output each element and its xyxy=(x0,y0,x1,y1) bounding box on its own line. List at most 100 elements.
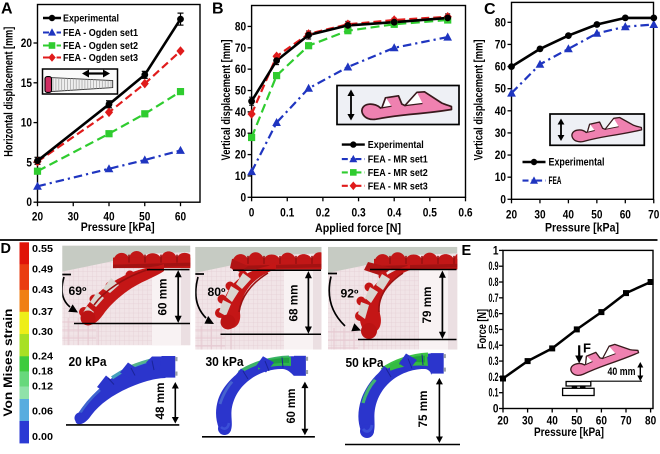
svg-text:40: 40 xyxy=(547,413,558,427)
svg-text:20: 20 xyxy=(32,210,43,224)
svg-text:40 mm: 40 mm xyxy=(608,366,636,378)
svg-text:60: 60 xyxy=(175,210,186,224)
svg-text:80: 80 xyxy=(235,19,246,33)
svg-text:10: 10 xyxy=(235,169,246,183)
svg-text:A: A xyxy=(1,1,13,18)
svg-text:50: 50 xyxy=(495,82,506,96)
svg-text:0: 0 xyxy=(26,195,32,209)
svg-text:70: 70 xyxy=(648,208,659,222)
svg-text:30: 30 xyxy=(235,126,246,140)
svg-text:70: 70 xyxy=(620,413,631,427)
svg-text:60: 60 xyxy=(495,60,506,74)
svg-text:0: 0 xyxy=(493,402,499,416)
svg-text:0: 0 xyxy=(500,192,506,206)
svg-text:0.7: 0.7 xyxy=(489,291,499,305)
svg-text:Experimental: Experimental xyxy=(549,157,605,169)
svg-text:0.18: 0.18 xyxy=(32,367,53,378)
svg-text:0.5: 0.5 xyxy=(489,322,499,336)
svg-text:Experimental: Experimental xyxy=(368,139,424,151)
svg-text:60: 60 xyxy=(620,208,631,222)
svg-text:60 mm: 60 mm xyxy=(284,389,298,424)
svg-text:0.06: 0.06 xyxy=(32,407,53,418)
svg-text:E: E xyxy=(462,243,472,259)
svg-text:0.2: 0.2 xyxy=(316,206,330,220)
svg-text:30 kPa: 30 kPa xyxy=(206,355,245,369)
svg-text:80: 80 xyxy=(495,15,506,29)
svg-text:Experimental: Experimental xyxy=(63,13,119,25)
svg-text:5: 5 xyxy=(26,155,32,169)
svg-text:0.4: 0.4 xyxy=(387,206,401,220)
svg-text:40: 40 xyxy=(495,104,506,118)
svg-text:0.2: 0.2 xyxy=(489,370,499,384)
svg-text:FEA - MR set3: FEA - MR set3 xyxy=(368,180,428,192)
svg-text:FEA: FEA xyxy=(549,175,562,187)
svg-text:FEA - Ogden set1: FEA - Ogden set1 xyxy=(63,27,138,39)
svg-text:Von Mises strain: Von Mises strain xyxy=(1,309,15,417)
svg-text:50 kPa: 50 kPa xyxy=(346,356,385,370)
svg-text:0.4: 0.4 xyxy=(489,338,499,352)
svg-text:0.24: 0.24 xyxy=(32,351,53,362)
svg-text:0.5: 0.5 xyxy=(423,206,437,220)
svg-text:60: 60 xyxy=(596,413,607,427)
svg-text:0.12: 0.12 xyxy=(32,382,53,393)
svg-text:0.6: 0.6 xyxy=(458,206,472,220)
svg-text:Force [N]: Force [N] xyxy=(475,309,489,349)
svg-text:80: 80 xyxy=(645,413,656,427)
svg-text:0.3: 0.3 xyxy=(489,354,499,368)
svg-text:30: 30 xyxy=(495,126,506,140)
svg-text:48 mm: 48 mm xyxy=(153,383,167,420)
svg-text:0: 0 xyxy=(249,206,255,220)
svg-text:0.30: 0.30 xyxy=(32,327,53,338)
svg-text:Vertical displacement [mm]: Vertical displacement [mm] xyxy=(219,40,233,161)
svg-text:20: 20 xyxy=(497,413,508,427)
svg-text:B: B xyxy=(212,1,224,18)
svg-text:30: 30 xyxy=(522,413,533,427)
svg-text:20: 20 xyxy=(235,148,246,162)
svg-text:Pressure [kPa]: Pressure [kPa] xyxy=(545,221,619,235)
svg-text:50: 50 xyxy=(591,208,602,222)
svg-text:0.1: 0.1 xyxy=(280,206,294,220)
svg-text:50: 50 xyxy=(235,84,246,98)
svg-text:0.3: 0.3 xyxy=(351,206,365,220)
svg-text:0.8: 0.8 xyxy=(489,275,499,289)
svg-text:10: 10 xyxy=(495,170,506,184)
svg-text:0: 0 xyxy=(241,190,247,204)
svg-text:20: 20 xyxy=(495,148,506,162)
svg-text:70: 70 xyxy=(235,41,246,55)
svg-text:Pressure [kPa]: Pressure [kPa] xyxy=(81,220,155,234)
svg-text:0.55: 0.55 xyxy=(32,244,53,255)
svg-text:C: C xyxy=(484,1,496,18)
svg-text:0.49: 0.49 xyxy=(32,265,53,276)
svg-text:1: 1 xyxy=(493,243,499,257)
svg-text:75 mm: 75 mm xyxy=(416,391,430,428)
svg-text:40: 40 xyxy=(563,208,574,222)
svg-text:40: 40 xyxy=(103,210,114,224)
svg-text:FEA - MR set2: FEA - MR set2 xyxy=(368,167,428,179)
svg-text:15: 15 xyxy=(21,76,32,90)
svg-text:Vertical displacement [mm]: Vertical displacement [mm] xyxy=(472,40,486,161)
svg-text:20: 20 xyxy=(506,208,517,222)
svg-text:0.00: 0.00 xyxy=(32,432,53,443)
svg-text:0.43: 0.43 xyxy=(32,285,53,296)
svg-text:FEA - Ogden set2: FEA - Ogden set2 xyxy=(63,40,138,52)
svg-text:50: 50 xyxy=(139,210,150,224)
svg-text:0.1: 0.1 xyxy=(489,386,499,400)
svg-text:20: 20 xyxy=(21,36,32,50)
svg-text:70: 70 xyxy=(495,37,506,51)
svg-text:0.37: 0.37 xyxy=(32,307,53,318)
svg-text:60: 60 xyxy=(235,62,246,76)
svg-text:F: F xyxy=(583,341,591,356)
svg-text:Pressure [kPa]: Pressure [kPa] xyxy=(534,425,604,439)
svg-text:50: 50 xyxy=(571,413,582,427)
svg-text:FEA - Ogden set3: FEA - Ogden set3 xyxy=(63,52,138,64)
svg-text:Horizontal displacement [mm]: Horizontal displacement [mm] xyxy=(2,27,16,157)
svg-text:30: 30 xyxy=(534,208,545,222)
svg-text:0.6: 0.6 xyxy=(489,307,499,321)
svg-text:30: 30 xyxy=(68,210,79,224)
svg-text:0.9: 0.9 xyxy=(489,259,499,273)
svg-text:Applied force [N]: Applied force [N] xyxy=(315,221,401,235)
svg-text:40: 40 xyxy=(235,105,246,119)
svg-text:10: 10 xyxy=(21,116,32,130)
svg-text:FEA - MR set1: FEA - MR set1 xyxy=(368,154,428,166)
svg-text:D: D xyxy=(1,241,11,257)
